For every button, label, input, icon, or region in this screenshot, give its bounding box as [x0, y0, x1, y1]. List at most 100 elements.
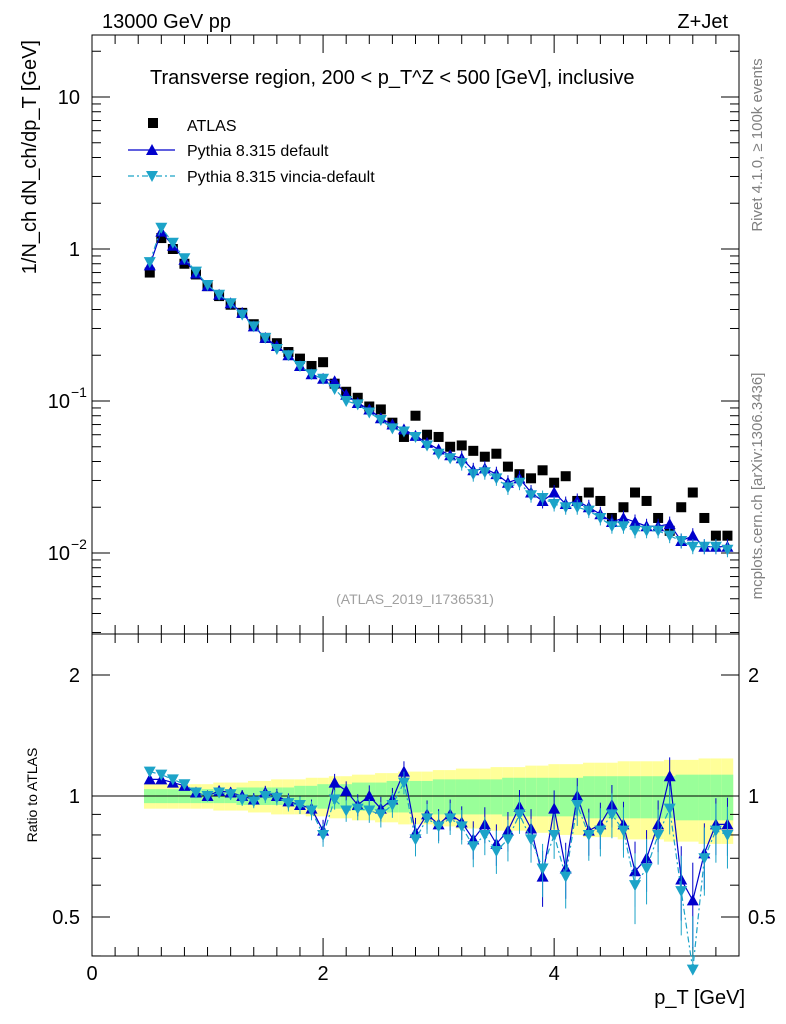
pythia-vincia-point	[317, 373, 330, 385]
syst-band-inner	[421, 780, 433, 813]
syst-band-inner	[583, 776, 595, 819]
syst-band-inner	[455, 779, 468, 815]
syst-band-inner	[629, 776, 641, 819]
ratio-vincia-point	[548, 829, 561, 841]
ratio-y-tick-label-right: 1	[748, 786, 759, 808]
atlas-point	[491, 448, 502, 459]
ratio-vincia-point	[478, 829, 491, 841]
ratio-vincia-point	[328, 794, 341, 806]
legend-label-vincia: Pythia 8.315 vincia-default	[187, 169, 375, 186]
syst-band-inner	[559, 777, 572, 817]
ratio-vincia-point	[640, 863, 653, 875]
ratio-y-tick-label-right: 2	[748, 665, 759, 687]
atlas-point	[560, 471, 571, 482]
syst-band-inner	[467, 779, 480, 815]
ratio-vincia-point	[305, 805, 318, 817]
pythia-vincia-point	[386, 423, 399, 435]
ratio-vincia-point	[421, 813, 434, 825]
main-ylabel: 1/N_ch dN_ch/dp_T [GeV]	[19, 40, 41, 274]
syst-band-inner	[652, 776, 664, 819]
pythia-vincia-point	[247, 321, 260, 333]
ratio-vincia-point	[189, 787, 202, 799]
ratio-vincia-point	[293, 799, 306, 811]
atlas-point	[306, 360, 317, 371]
ratio-default-point	[663, 770, 676, 782]
syst-band-inner	[479, 779, 491, 815]
atlas-point	[422, 429, 433, 440]
pythia-vincia-point	[363, 407, 376, 419]
ratio-vincia-point	[709, 825, 722, 837]
atlas-point	[526, 473, 537, 484]
atlas-point	[156, 233, 167, 244]
ratio-default-point	[340, 784, 353, 796]
ratio-default-point	[686, 894, 699, 906]
pythia-vincia-point	[189, 266, 202, 278]
x-tick-label: 2	[318, 963, 329, 985]
syst-band-inner	[409, 780, 422, 813]
y-tick-label: 10	[48, 391, 70, 413]
ratio-vincia-point	[594, 825, 607, 837]
atlas-point	[549, 477, 560, 488]
ratio-vincia-point	[178, 779, 191, 791]
ratio-vincia-point	[247, 796, 260, 808]
ratio-vincia-point	[259, 791, 272, 802]
legend-label-atlas: ATLAS	[187, 118, 237, 135]
ratio-vincia-point	[363, 805, 376, 817]
legend-label-default: Pythia 8.315 default	[187, 143, 329, 160]
ratio-vincia-point	[386, 799, 399, 811]
ratio-default-point	[397, 765, 410, 777]
pythia-vincia-point	[224, 298, 237, 310]
pythia-default-point	[328, 375, 341, 387]
y-tick-exponent: −1	[71, 384, 87, 400]
pythia-vincia-point	[409, 431, 422, 443]
pythia-vincia-point	[282, 350, 295, 362]
atlas-point	[630, 487, 641, 498]
rivet-label: Rivet 4.1.0, ≥ 100k events	[749, 58, 766, 231]
y-tick-exponent: −2	[71, 536, 87, 552]
pythia-default-line	[149, 230, 728, 548]
ratio-vincia-point	[224, 789, 237, 801]
pythia-vincia-point	[143, 257, 156, 269]
atlas-point	[375, 404, 386, 415]
ratio-vincia-point	[282, 798, 295, 810]
ratio-y-tick-label-left: 2	[69, 665, 80, 687]
atlas-point	[687, 487, 698, 498]
atlas-point	[294, 353, 305, 364]
atlas-point	[583, 487, 594, 498]
x-tick-label: 0	[86, 963, 97, 985]
ratio-y-tick-label-left: 1	[69, 786, 80, 808]
pythia-vincia-point	[270, 343, 283, 355]
ratio-ylabel: Ratio to ATLAS	[24, 748, 40, 843]
pythia-vincia-point	[340, 396, 353, 407]
ratio-vincia-point	[317, 829, 330, 841]
syst-band-inner	[594, 776, 607, 819]
ratio-vincia-point	[501, 834, 514, 846]
legend-marker-default	[146, 144, 158, 155]
ratio-vincia-point	[490, 845, 503, 857]
x-tick-label: 4	[549, 963, 560, 985]
atlas-point	[699, 512, 710, 523]
pythia-vincia-point	[397, 426, 410, 438]
atlas-point	[479, 451, 490, 462]
legend-marker-vincia	[146, 171, 158, 182]
energy-label: 13000 GeV pp	[102, 11, 231, 33]
pythia-vincia-point	[178, 253, 191, 265]
atlas-point	[502, 461, 513, 472]
syst-band-inner	[502, 777, 514, 817]
pythia-vincia-point	[421, 440, 434, 452]
syst-band-inner	[675, 774, 688, 821]
pythia-vincia-point	[293, 360, 306, 372]
pythia-vincia-point	[213, 289, 226, 301]
ratio-default-point	[363, 790, 376, 801]
legend-marker-atlas	[148, 118, 158, 128]
process-label: Z+Jet	[677, 11, 728, 33]
ratio-vincia-point	[340, 805, 353, 817]
ratio-vincia-point	[663, 803, 676, 815]
ratio-vincia-point	[270, 792, 283, 804]
syst-band-inner	[710, 774, 722, 821]
ratio-vincia-point	[397, 777, 410, 789]
syst-band-inner	[490, 779, 503, 815]
ratio-vincia-point	[559, 871, 572, 883]
ratio-vincia-point	[409, 834, 422, 846]
y-tick-label: 10	[58, 87, 80, 109]
